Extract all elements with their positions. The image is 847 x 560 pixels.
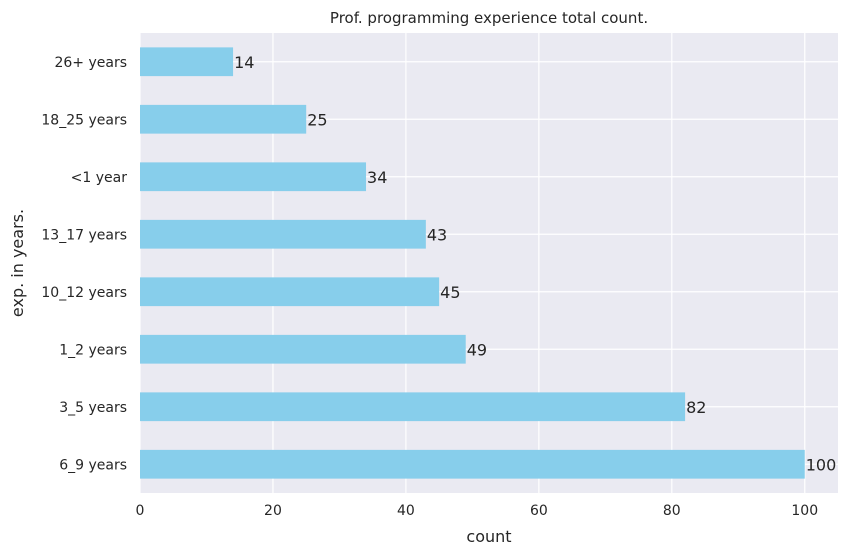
y-tick-label: 1_2 years: [59, 342, 127, 358]
bar-26-years: [140, 47, 234, 77]
data-label-6-9-years: 100: [806, 455, 837, 474]
y-tick-label: 26+ years: [54, 55, 127, 71]
x-tick-label: 80: [663, 503, 681, 519]
y-tick-labels: 6_9 years 3_5 years 1_2 years 10_12 years 13…: [41, 55, 127, 474]
y-tick-label: 3_5 years: [59, 400, 127, 416]
bar-10-12-years: [140, 277, 440, 307]
y-tick-label: 10_12 years: [41, 285, 127, 301]
y-tick-label: 13_17 years: [41, 227, 127, 243]
data-label-13-17-years: 43: [427, 225, 447, 244]
x-tick-label: 20: [264, 503, 282, 519]
bars: [140, 47, 805, 479]
y-axis-label: exp. in years.: [8, 209, 27, 317]
bar-13-17-years: [140, 219, 426, 249]
data-label-10-12-years: 45: [440, 283, 460, 302]
x-tick-label: 40: [397, 503, 415, 519]
chart-title: Prof. programming experience total count…: [330, 9, 648, 27]
data-label-26-years: 14: [234, 53, 254, 72]
x-tick-labels: 0 20 40 60 80 100: [136, 503, 819, 519]
x-axis-label: count: [466, 527, 511, 546]
x-tick-label: 100: [791, 503, 818, 519]
y-tick-label: 6_9 years: [59, 457, 127, 473]
bar-6-9-years: [140, 449, 805, 479]
bar-18-25-years: [140, 104, 307, 134]
y-tick-label: <1 year: [71, 170, 128, 186]
y-tick-label: 18_25 years: [41, 112, 127, 128]
data-label-1-year: 34: [367, 168, 387, 187]
x-tick-label: 60: [530, 503, 548, 519]
data-label-3-5-years: 82: [686, 398, 706, 417]
bar-1-2-years: [140, 334, 466, 364]
bar-3-5-years: [140, 392, 686, 422]
data-labels: 100 82 49 45 43 34 25 14: [234, 53, 836, 475]
data-label-1-2-years: 49: [467, 340, 487, 359]
plot-area: [140, 33, 838, 493]
x-tick-label: 0: [136, 503, 145, 519]
data-label-18-25-years: 25: [307, 110, 327, 129]
bar-1-year: [140, 162, 367, 192]
